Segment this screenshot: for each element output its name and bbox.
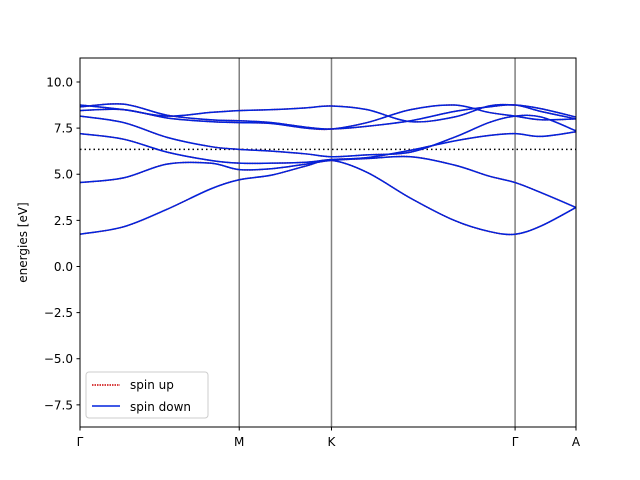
x-tick-label: Γ (512, 435, 519, 449)
kpath-lines (238, 58, 516, 427)
x-tick-label: K (328, 435, 337, 449)
band-spin-down-6 (79, 103, 577, 123)
y-axis-ticks: −7.5 −5.0 −2.5 0.0 2.5 5.0 7.5 10.0 (44, 75, 80, 412)
y-tick-label: 10.0 (46, 75, 73, 89)
band-spin-down-2 (79, 131, 577, 165)
band-spin-down-5 (79, 103, 577, 130)
band-spin-down-0 (79, 159, 577, 236)
band-spin-up-0 (79, 159, 577, 236)
band-spin-up-1 (79, 155, 577, 209)
band-spin-down-3 (79, 114, 577, 158)
y-tick-label: 5.0 (54, 168, 73, 182)
x-tick-label: M (234, 435, 244, 449)
y-axis-label: energies [eV] (16, 202, 30, 282)
x-tick-label: Γ (77, 435, 84, 449)
band-spin-down-1 (79, 155, 577, 209)
band-spin-up-5 (79, 103, 577, 130)
band-series (79, 103, 577, 236)
y-tick-label: −7.5 (44, 398, 73, 412)
y-tick-label: 0.0 (54, 260, 73, 274)
y-tick-label: 2.5 (54, 214, 73, 228)
y-tick-label: 7.5 (54, 122, 73, 136)
y-tick-label: −5.0 (44, 352, 73, 366)
band-spin-up-3 (79, 114, 577, 158)
legend: spin up spin down (85, 371, 209, 419)
band-spin-down-4 (79, 104, 577, 131)
legend-label-spin-down: spin down (130, 400, 191, 414)
band-spin-up-2 (79, 131, 577, 165)
legend-label-spin-up: spin up (130, 378, 174, 392)
band-spin-up-4 (79, 104, 577, 131)
plot-frame (79, 57, 577, 428)
x-tick-label: A (572, 435, 581, 449)
y-tick-label: −2.5 (44, 306, 73, 320)
